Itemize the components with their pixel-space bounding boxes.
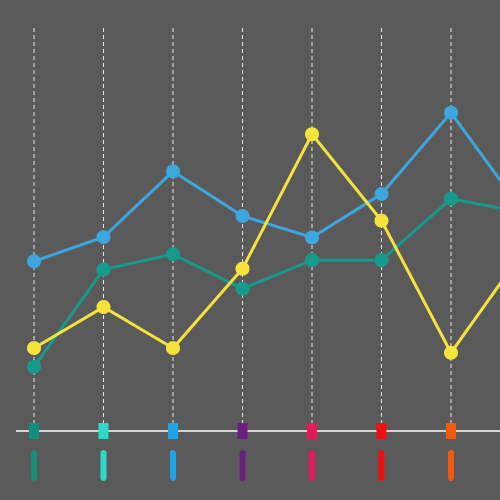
series-1 — [27, 105, 500, 269]
category-marker-5 — [307, 423, 317, 439]
category-marker-3 — [168, 423, 178, 439]
gridlines — [33, 28, 452, 431]
series-3-point-7 — [444, 345, 458, 360]
category-tick-2 — [100, 450, 107, 481]
series-1-point-3 — [166, 164, 180, 179]
series-3-point-6 — [374, 213, 389, 228]
series-2-point-6 — [374, 253, 389, 268]
category-tick-1 — [31, 450, 37, 481]
category-marker-7 — [446, 423, 456, 439]
series-1-point-7 — [444, 105, 458, 120]
series-3-line — [33, 132, 500, 355]
series-2-point-3 — [166, 247, 180, 262]
series-1-point-5 — [305, 230, 319, 245]
series-2-point-7 — [444, 191, 458, 206]
category-marker-2 — [98, 423, 109, 439]
series-2 — [27, 191, 500, 374]
category-marker-6 — [376, 423, 387, 439]
category-tick-4 — [239, 450, 246, 481]
series-2-point-2 — [96, 262, 111, 277]
series-1-line — [33, 111, 500, 263]
category-markers — [29, 423, 456, 481]
category-tick-5 — [309, 450, 315, 481]
series-3-point-1 — [27, 341, 41, 356]
category-tick-3 — [170, 450, 176, 481]
series-3-point-3 — [166, 341, 180, 356]
series-3-point-2 — [96, 300, 111, 315]
series-2-line — [32, 197, 500, 368]
category-tick-6 — [378, 450, 385, 481]
series-1-point-6 — [374, 187, 389, 202]
series-2-point-4 — [235, 281, 250, 296]
series-3-point-4 — [235, 261, 250, 276]
series-1-point-4 — [235, 208, 250, 223]
series-1-point-1 — [27, 254, 41, 269]
series-lines — [27, 105, 500, 374]
category-marker-1 — [29, 423, 39, 439]
series-1-point-2 — [96, 230, 111, 245]
series-2-point-1 — [27, 359, 41, 374]
series-2-point-5 — [305, 253, 319, 268]
series-3 — [27, 127, 500, 360]
category-marker-4 — [237, 423, 248, 439]
series-3-point-5 — [305, 127, 319, 142]
category-tick-7 — [448, 450, 454, 481]
